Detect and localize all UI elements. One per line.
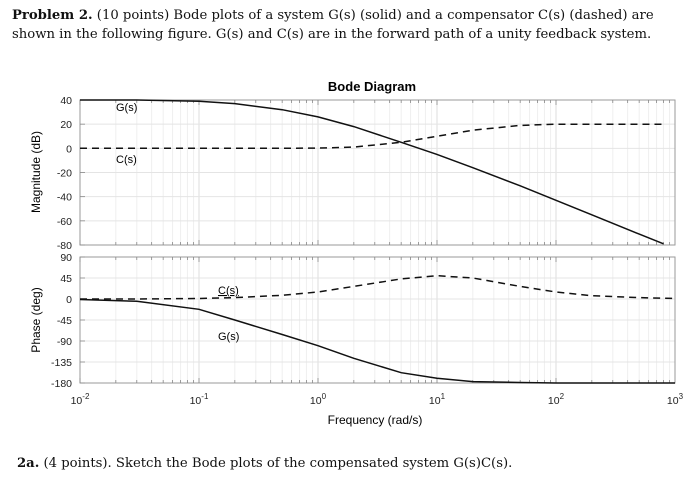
annotation-phase-g: G(s) bbox=[218, 331, 239, 343]
y-tick-label: -60 bbox=[57, 216, 72, 228]
y-tick-label: -135 bbox=[51, 357, 72, 369]
y-tick-label: -180 bbox=[51, 378, 72, 390]
y-tick-label: -90 bbox=[57, 336, 72, 348]
problem-points: (10 points) bbox=[96, 8, 170, 23]
y-tick-label: 20 bbox=[60, 119, 72, 131]
phase-y-label: Phase (deg) bbox=[29, 287, 43, 352]
y-tick-label: 45 bbox=[60, 273, 72, 285]
magnitude-c-curve bbox=[80, 123, 664, 150]
y-tick-label: 90 bbox=[60, 252, 72, 264]
x-tick-label: 102 bbox=[548, 392, 565, 407]
magnitude-g-curve bbox=[80, 99, 664, 245]
x-tick-label: 100 bbox=[310, 392, 327, 407]
y-tick-label: 40 bbox=[60, 95, 72, 107]
annotation-phase-c: C(s) bbox=[218, 285, 239, 297]
annotation-mag-c: C(s) bbox=[116, 154, 137, 166]
phase-c-curve bbox=[80, 274, 676, 300]
x-tick-label: 101 bbox=[429, 392, 446, 407]
phase-g-curve bbox=[79, 298, 675, 384]
part-2a-text: (4 points). Sketch the Bode plots of the… bbox=[43, 456, 513, 471]
y-tick-label: 0 bbox=[66, 143, 72, 155]
chart-title: Bode Diagram bbox=[328, 79, 416, 94]
annotation-mag-g: G(s) bbox=[116, 102, 137, 114]
y-tick-label: -80 bbox=[57, 240, 72, 252]
phase-grid bbox=[79, 256, 675, 384]
problem-lead: Problem 2. bbox=[12, 8, 93, 23]
y-tick-label: -45 bbox=[57, 315, 72, 327]
magnitude-grid bbox=[79, 99, 675, 246]
x-axis-label: Frequency (rad/s) bbox=[328, 413, 423, 427]
y-tick-label: -40 bbox=[57, 192, 72, 204]
x-tick-label: 103 bbox=[667, 392, 684, 407]
part-2a-lead: 2a. bbox=[17, 456, 40, 471]
problem-statement: Problem 2. (10 points) Bode plots of a s… bbox=[12, 6, 688, 44]
problem-text: Bode plots of a system G(s) (solid) and … bbox=[12, 8, 654, 42]
magnitude-y-label: Magnitude (dB) bbox=[29, 131, 43, 213]
x-tick-label: 10-2 bbox=[71, 392, 90, 407]
x-tick-label: 10-1 bbox=[190, 392, 209, 407]
part-2a: 2a. (4 points). Sketch the Bode plots of… bbox=[17, 456, 512, 471]
y-tick-label: 0 bbox=[66, 294, 72, 306]
y-tick-label: -20 bbox=[57, 168, 72, 180]
